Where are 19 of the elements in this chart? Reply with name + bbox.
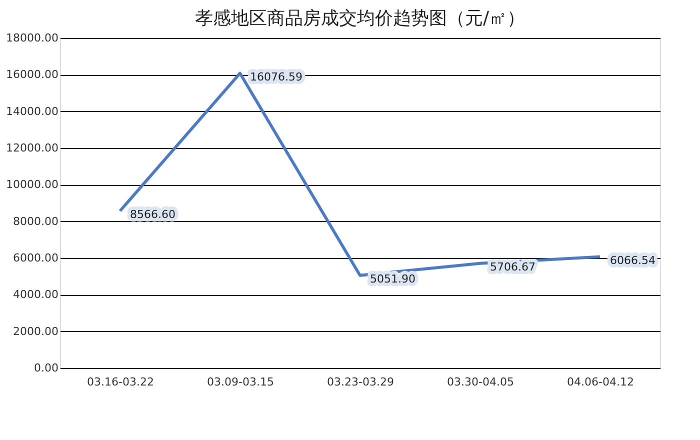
y-tick-label: 12000.00: [6, 142, 58, 154]
y-tick-label: 10000.00: [6, 178, 58, 192]
y-tick-label: 2000.00: [13, 324, 58, 338]
x-tick-label: 03.16-03.22: [87, 376, 154, 388]
data-label: 5706.67: [490, 260, 536, 274]
chart-title: 孝感地区商品房成交均价趋势图（元/㎡）: [194, 8, 526, 29]
y-tick-label: 6000.00: [13, 252, 58, 264]
data-label: 5051.90: [370, 272, 416, 286]
y-tick-label: 16000.00: [6, 68, 58, 82]
data-label: 8566.60: [130, 208, 176, 221]
x-tick-label: 04.06-04.12: [567, 376, 634, 388]
y-tick-label: 14000.00: [6, 104, 58, 118]
y-tick-label: 8000.00: [13, 214, 58, 228]
y-tick-label: 4000.00: [13, 288, 58, 302]
x-tick-label: 03.30-04.05: [447, 376, 514, 388]
x-tick-label: 03.23-03.29: [327, 376, 394, 388]
y-tick-label: 18000.00: [6, 32, 58, 44]
x-tick-label: 03.09-03.15: [207, 376, 274, 388]
y-tick-label: 0.00: [34, 362, 58, 374]
